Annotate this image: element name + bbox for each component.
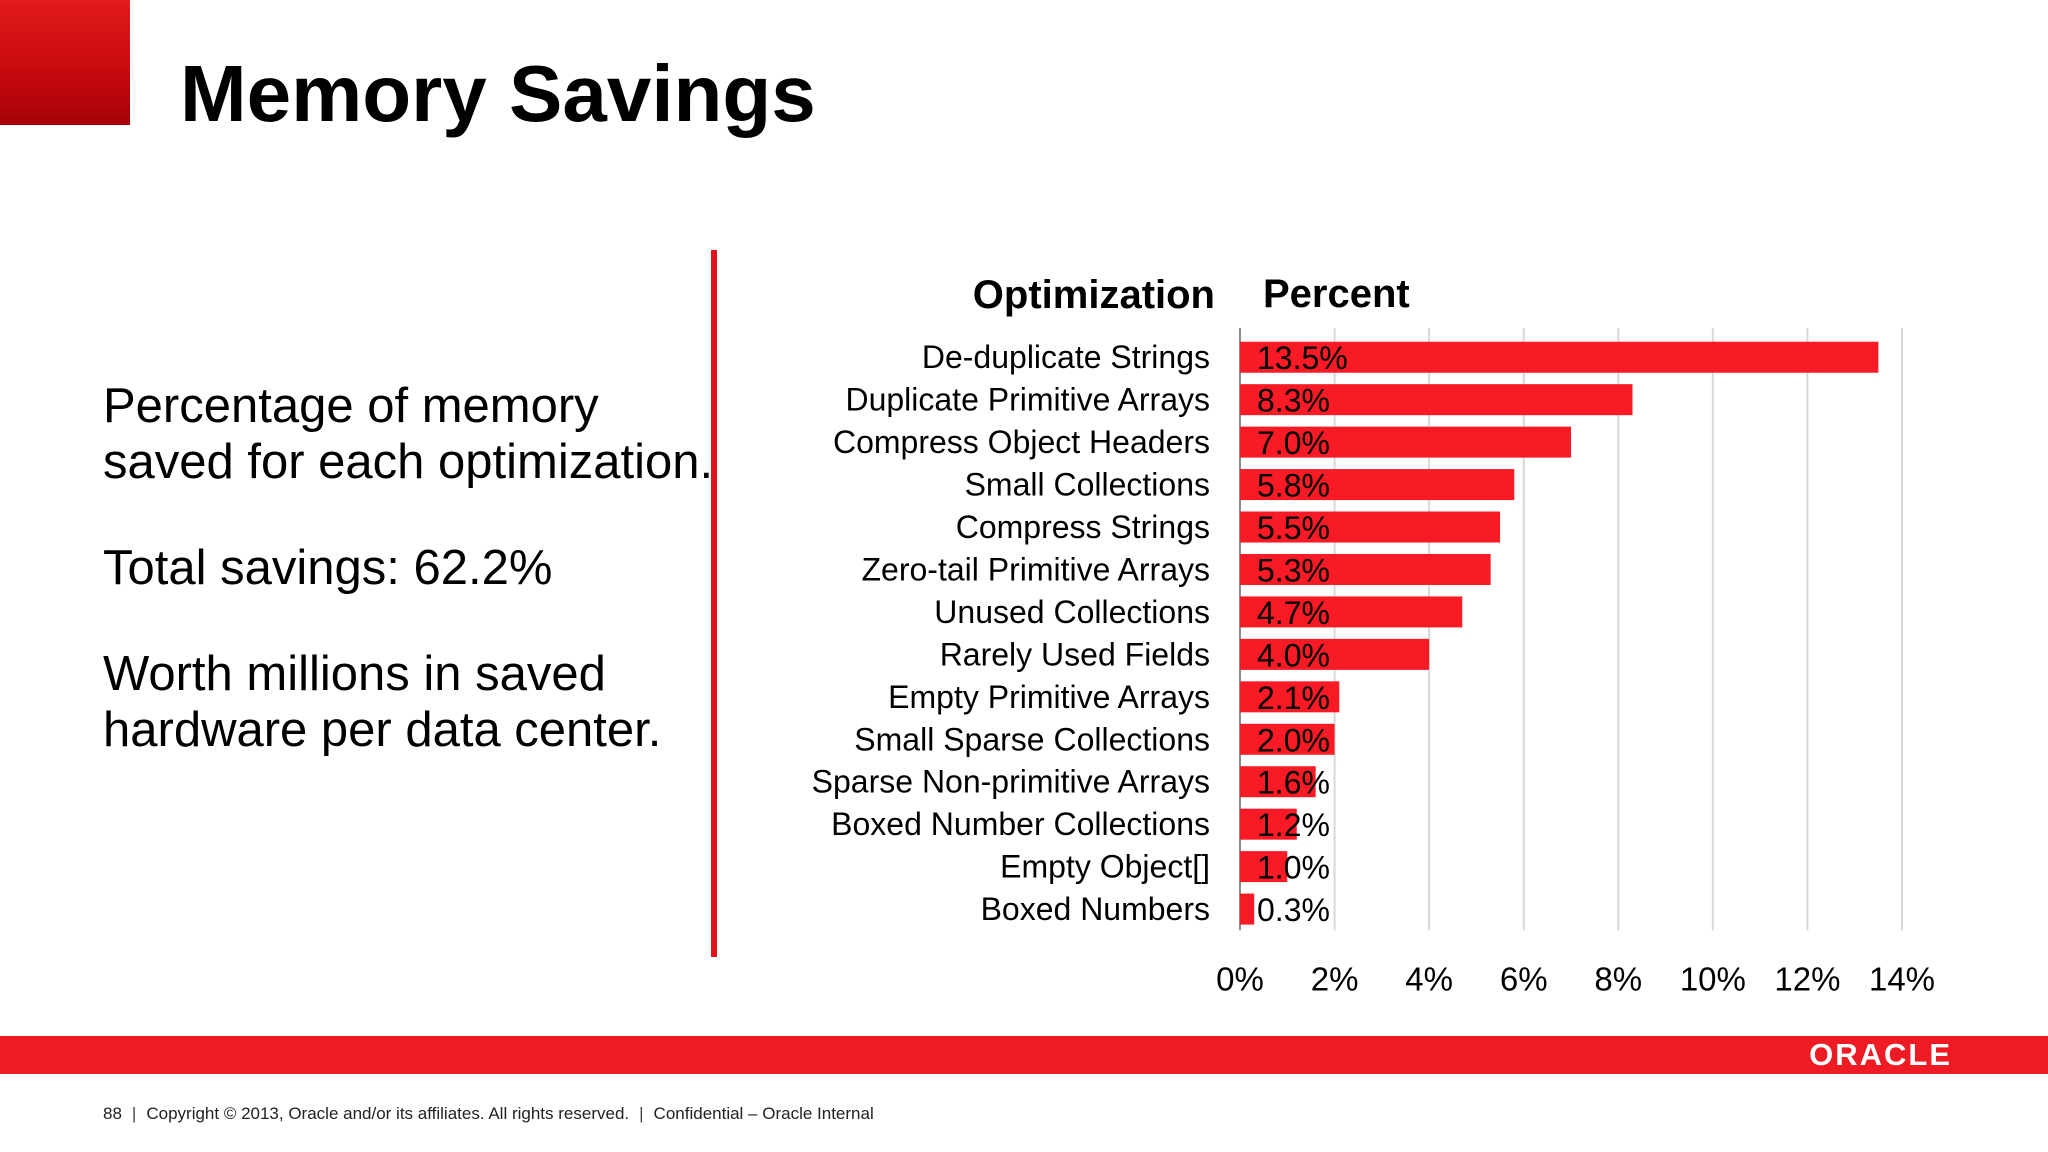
data-label: 8.3% xyxy=(1257,383,1330,419)
category-label: Empty Object[] xyxy=(1000,849,1210,885)
category-header: Optimization xyxy=(973,273,1215,317)
bar xyxy=(1240,851,1288,883)
bar xyxy=(1240,553,1491,585)
bar xyxy=(1240,681,1340,713)
data-label: 13.5% xyxy=(1257,340,1348,376)
value-header: Percent xyxy=(1263,272,1410,316)
category-label: Boxed Numbers xyxy=(981,891,1210,927)
category-label: Duplicate Primitive Arrays xyxy=(845,382,1210,418)
data-label: 0.3% xyxy=(1257,892,1330,928)
data-label: 1.0% xyxy=(1257,850,1330,886)
bar xyxy=(1240,469,1515,501)
bar-layer xyxy=(1240,341,1879,925)
x-tick-label: 2% xyxy=(1311,960,1359,997)
category-label: Small Collections xyxy=(965,467,1210,503)
total-savings-text: Total savings: 62.2% xyxy=(103,541,553,595)
x-tick-label: 0% xyxy=(1216,960,1264,997)
bar xyxy=(1240,766,1316,798)
x-tick-label: 4% xyxy=(1405,960,1453,997)
data-label: 2.1% xyxy=(1257,680,1330,716)
x-tick-label: 14% xyxy=(1869,960,1935,997)
confidential-text: Confidential – Oracle Internal xyxy=(653,1104,874,1123)
description-text: Percentage of memory saved for each opti… xyxy=(103,379,714,489)
x-tick-label: 10% xyxy=(1680,960,1746,997)
bar xyxy=(1240,808,1297,840)
bar xyxy=(1240,426,1571,458)
x-tick-label: 12% xyxy=(1774,960,1840,997)
bar xyxy=(1240,511,1501,543)
data-label: 5.5% xyxy=(1257,510,1330,546)
corner-accent-block xyxy=(0,0,130,125)
category-label: De-duplicate Strings xyxy=(922,339,1210,375)
x-tick-label: 8% xyxy=(1594,960,1642,997)
copyright-text: Copyright © 2013, Oracle and/or its affi… xyxy=(146,1104,630,1123)
data-label: 4.7% xyxy=(1257,595,1330,631)
category-label: Boxed Number Collections xyxy=(831,806,1210,842)
memory-savings-chart: 0% 2% 4% 6% 8% 10% 12% 14% De-duplicate Strings 1… xyxy=(812,272,1935,997)
bottom-red-band xyxy=(0,1036,2048,1074)
bar xyxy=(1240,596,1463,628)
bar xyxy=(1240,638,1430,670)
bar xyxy=(1240,341,1879,373)
label-layer: 0% 2% 4% 6% 8% 10% 12% 14% De-duplicate Strings 1… xyxy=(812,339,1935,997)
page-number: 88 xyxy=(103,1104,122,1123)
footer: 88 | Copyright © 2013, Oracle and/or its a… xyxy=(103,1104,874,1124)
data-label: 1.2% xyxy=(1257,807,1330,843)
category-label: Rarely Used Fields xyxy=(940,636,1210,672)
footer-separator: | xyxy=(131,1104,137,1123)
category-label: Empty Primitive Arrays xyxy=(888,679,1210,715)
bar xyxy=(1240,384,1633,416)
category-label: Sparse Non-primitive Arrays xyxy=(812,764,1210,800)
data-label: 1.6% xyxy=(1257,765,1330,801)
worth-text: Worth millions in saved hardware per dat… xyxy=(103,647,662,757)
category-label: Zero-tail Primitive Arrays xyxy=(862,551,1211,587)
left-text-block: Percentage of memory saved for each opti… xyxy=(103,378,723,808)
bar xyxy=(1240,893,1255,925)
slide-title: Memory Savings xyxy=(180,49,816,138)
bar xyxy=(1240,723,1335,755)
vertical-divider xyxy=(711,250,717,957)
data-label: 5.3% xyxy=(1257,552,1330,588)
category-label: Unused Collections xyxy=(934,594,1210,630)
category-label: Compress Object Headers xyxy=(833,424,1210,460)
category-label: Small Sparse Collections xyxy=(854,721,1210,757)
data-label: 2.0% xyxy=(1257,722,1330,758)
data-label: 7.0% xyxy=(1257,425,1330,461)
oracle-logo: ORACLE xyxy=(1809,1037,1952,1072)
category-label: Compress Strings xyxy=(956,509,1210,545)
grid-layer xyxy=(1239,328,1903,931)
footer-separator: | xyxy=(639,1104,644,1123)
x-tick-label: 6% xyxy=(1500,960,1548,997)
data-label: 4.0% xyxy=(1257,637,1330,673)
data-label: 5.8% xyxy=(1257,468,1330,504)
